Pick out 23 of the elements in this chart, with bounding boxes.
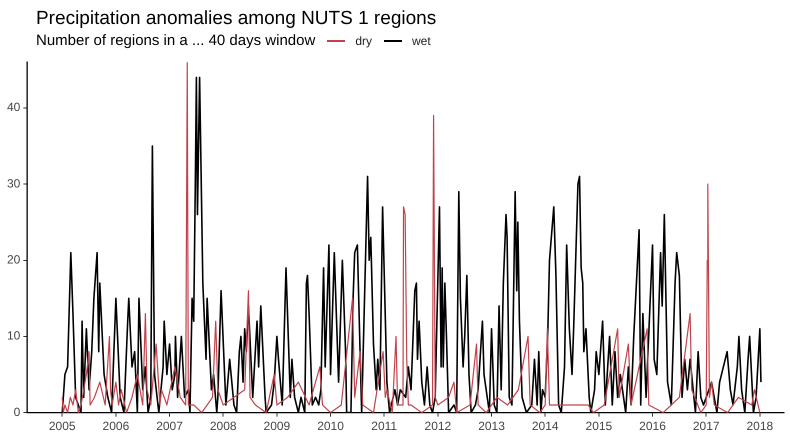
x-tick-label: 2012 (424, 419, 452, 434)
legend-label: wet (412, 33, 431, 50)
y-tick-label: 10 (6, 328, 21, 343)
legend-title: Number of regions in a ... 40 days window (36, 31, 316, 51)
chart-title: Precipitation anomalies among NUTS 1 regions (36, 8, 438, 30)
x-tick-label: 2016 (639, 419, 666, 434)
x-tick-label: 2007 (156, 419, 184, 434)
x-tick-label: 2010 (317, 419, 344, 434)
x-tick-label: 2017 (692, 419, 720, 434)
x-tick-label: 2011 (371, 419, 398, 434)
y-tick-label: 20 (6, 252, 21, 267)
y-tick-label: 0 (14, 404, 21, 419)
x-tick-label: 2006 (102, 419, 130, 434)
x-tick-label: 2005 (48, 419, 76, 434)
x-tick-label: 2008 (210, 419, 237, 434)
legend-label: dry (355, 33, 372, 50)
x-tick-label: 2014 (532, 419, 559, 434)
x-tick-label: 2013 (478, 419, 506, 434)
y-tick-label: 30 (6, 176, 21, 190)
x-tick-label: 2015 (586, 419, 613, 434)
x-tick-label: 2009 (264, 419, 291, 434)
y-tick-label: 40 (6, 100, 21, 114)
x-tick-label: 2018 (746, 419, 774, 434)
